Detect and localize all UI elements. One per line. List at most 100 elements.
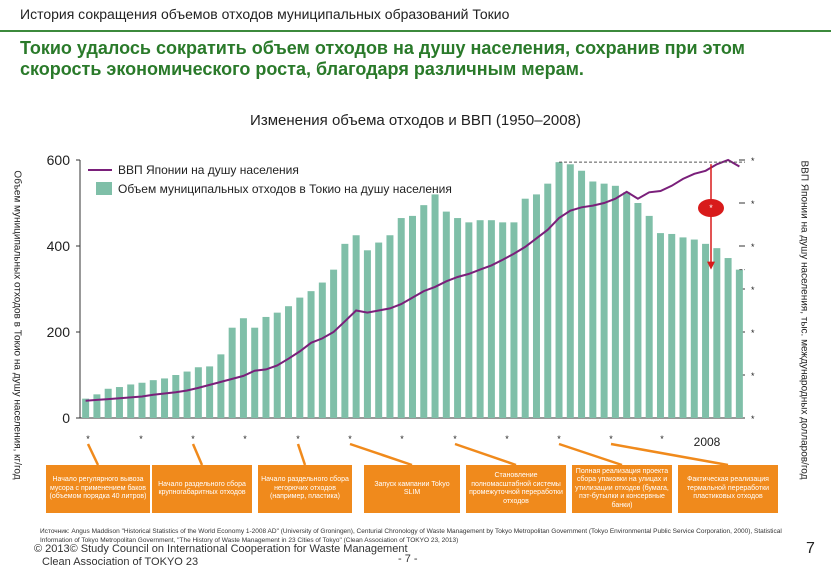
- bar: [161, 378, 169, 418]
- x-tick-label: *: [400, 434, 404, 444]
- x-last-label: 2008: [694, 435, 721, 449]
- x-tick-label: *: [191, 434, 195, 444]
- annotation-connector: [191, 443, 204, 466]
- x-tick-label: *: [660, 434, 664, 444]
- bar: [476, 220, 484, 418]
- bar: [510, 222, 518, 418]
- annotation-connector: [454, 442, 517, 467]
- bar: [532, 194, 540, 418]
- x-tick-label: *: [609, 434, 613, 444]
- bar: [668, 233, 676, 418]
- bar: [645, 215, 653, 418]
- bar: [82, 398, 90, 418]
- bar: [183, 371, 191, 418]
- bar: [149, 380, 157, 418]
- bar: [521, 198, 529, 418]
- annotation-connector: [86, 443, 100, 466]
- bar: [465, 222, 473, 418]
- reduction-arrowhead: [707, 261, 715, 270]
- y-tick-label: 200: [47, 324, 71, 340]
- bar: [589, 181, 597, 418]
- bar: [578, 170, 586, 418]
- annotation-connector: [296, 443, 307, 466]
- y-tick-label: 600: [47, 152, 71, 168]
- bar: [600, 183, 608, 418]
- bar: [363, 250, 371, 418]
- bar: [420, 205, 428, 418]
- annotation-connector: [558, 442, 623, 467]
- bar: [397, 218, 405, 418]
- bar: [341, 243, 349, 418]
- x-tick-label: *: [139, 434, 143, 444]
- bar: [330, 269, 338, 418]
- annotation-box: Начало раздельного сбора негорючих отход…: [258, 465, 352, 513]
- bar: [566, 164, 574, 418]
- x-tick-label: *: [557, 434, 561, 444]
- annotation-box: Запуск кампании Tokyo SLIM: [364, 465, 460, 513]
- bar: [724, 258, 732, 418]
- bar: [544, 183, 552, 418]
- bar: [409, 215, 416, 418]
- bar: [735, 269, 743, 418]
- bar: [634, 203, 642, 418]
- bar: [251, 327, 259, 418]
- bar: [296, 297, 304, 418]
- x-tick-label: *: [348, 434, 352, 444]
- reduction-badge: [698, 199, 724, 217]
- bar: [702, 243, 710, 418]
- y2-tick-label: *: [751, 328, 755, 338]
- legend-bar-label: Объем муниципальных отходов в Токио на д…: [118, 182, 452, 196]
- bar: [656, 233, 664, 418]
- bar: [239, 318, 247, 418]
- y2-tick-label: *: [751, 156, 755, 166]
- bar: [217, 354, 225, 418]
- annotation-box: Полная реализация проекта сбора упаковки…: [572, 465, 672, 513]
- organization: Clean Association of TOKYO 23: [42, 556, 199, 568]
- copyright: © 2013© Study Council on International C…: [34, 543, 408, 555]
- y2-tick-label: *: [751, 285, 755, 295]
- reduction-badge-label: *: [709, 203, 713, 213]
- bar: [375, 242, 383, 418]
- bar: [172, 375, 180, 418]
- bar: [623, 192, 631, 418]
- annotation-connector: [610, 442, 729, 467]
- sources: Источник: Angus Maddison "Historical Sta…: [40, 528, 782, 544]
- legend-line-label: ВВП Японии на душу населения: [118, 163, 299, 177]
- y2-tick-label: *: [751, 242, 755, 252]
- x-tick-label: *: [243, 434, 247, 444]
- page-number-small: - 7 -: [398, 553, 418, 565]
- x-tick-label: *: [505, 434, 509, 444]
- bar: [194, 367, 202, 418]
- bar: [93, 394, 101, 418]
- annotation-box: Фактическая реализация термальной перера…: [678, 465, 778, 513]
- bar: [318, 282, 326, 418]
- bar: [307, 291, 315, 418]
- section-title: История сокращения объемов отходов муниц…: [20, 6, 510, 22]
- bar: [679, 237, 687, 418]
- chart-title: Изменения объема отходов и ВВП (1950–200…: [250, 112, 581, 129]
- bar: [499, 222, 507, 418]
- annotation-box: Становление полномасштабной системы пром…: [466, 465, 566, 513]
- bar: [352, 235, 360, 418]
- y2-tick-label: *: [751, 199, 755, 209]
- x-tick-label: *: [453, 434, 457, 444]
- x-tick-label: *: [86, 434, 90, 444]
- x-tick-label: *: [296, 434, 300, 444]
- page-number: 7: [806, 540, 815, 557]
- bar: [442, 211, 450, 418]
- gdp-line: [85, 158, 740, 402]
- bar: [127, 384, 135, 418]
- bar: [555, 162, 563, 418]
- y-tick-label: 400: [47, 238, 71, 254]
- y2-tick-label: *: [751, 414, 755, 424]
- bar: [138, 382, 146, 418]
- bar: [713, 248, 721, 418]
- legend-bar-swatch: [96, 182, 112, 195]
- bar: [115, 387, 123, 418]
- bar: [454, 218, 462, 418]
- bar: [431, 194, 439, 418]
- y-tick-label: 0: [62, 410, 70, 426]
- headline: Токио удалось сократить объем отходов на…: [20, 38, 745, 79]
- bar: [285, 306, 293, 418]
